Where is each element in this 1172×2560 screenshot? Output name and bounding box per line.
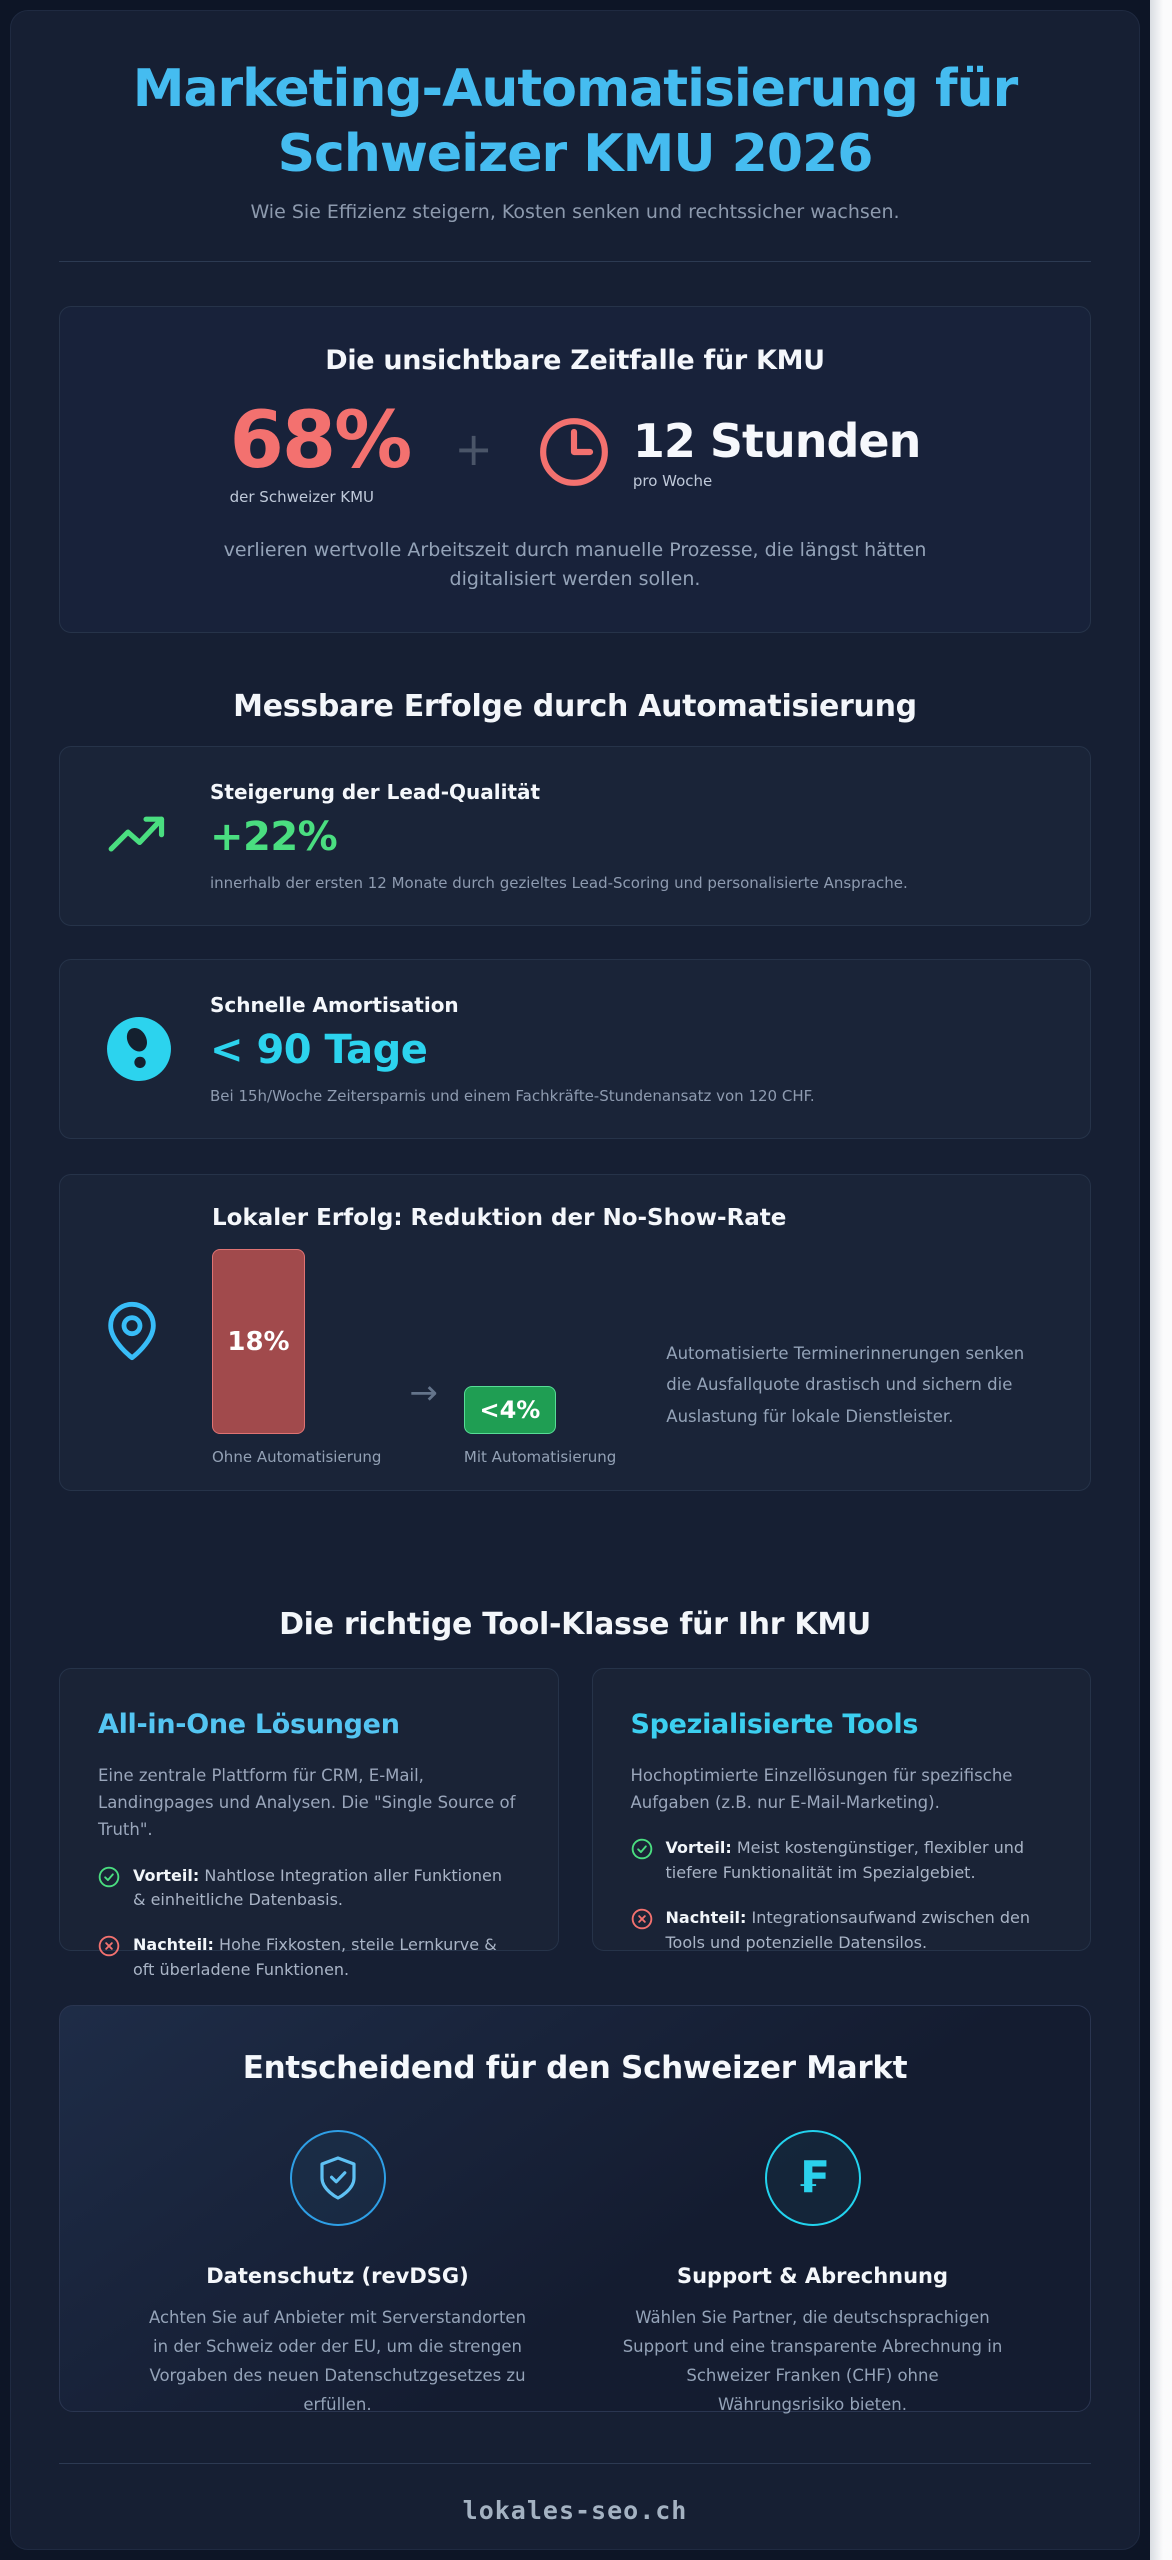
lead-quality-card: Steigerung der Lead-Qualität +22% innerh… (59, 746, 1091, 926)
check-circle-icon (631, 1838, 653, 1886)
timetrap-body: verlieren wertvolle Arbeitszeit durch ma… (223, 539, 927, 591)
specialized-con: Nachteil: Integrationsaufwand zwischen d… (631, 1906, 1053, 1956)
privacy-title: Datenschutz (revDSG) (206, 2264, 469, 2288)
trending-up-icon (100, 805, 210, 867)
noshow-card: Lokaler Erfolg: Reduktion der No-Show-Ra… (59, 1174, 1091, 1491)
lead-quality-title: Steigerung der Lead-Qualität (210, 780, 541, 804)
map-pin-icon (96, 1205, 212, 1456)
bar-before: 18% (212, 1249, 305, 1434)
specialized-con-label: Nachteil: (665, 1908, 747, 1928)
specialized-pro: Vorteil: Meist kostengünstiger, flexible… (631, 1836, 1053, 1886)
footer-brand: lokales-seo.ch (462, 2496, 688, 2525)
x-circle-icon (98, 1935, 120, 1983)
x-circle-icon (631, 1908, 653, 1956)
lead-quality-desc: innerhalb der ersten 12 Monate durch gez… (210, 874, 908, 892)
support-title: Support & Abrechnung (676, 2264, 949, 2288)
amortisation-title: Schnelle Amortisation (210, 993, 459, 1017)
allinone-card: All-in-One Lösungen Eine zentrale Plattf… (59, 1668, 559, 1979)
allinone-desc: Eine zentrale Plattform für CRM, E-Mail,… (98, 1766, 516, 1840)
plus-sign: + (454, 422, 493, 476)
tools-row: All-in-One Lösungen Eine zentrale Plattf… (59, 1668, 1091, 1979)
stat-hours: 12 Stunden pro Woche (537, 415, 921, 493)
bar-after: <4% (463, 1386, 556, 1434)
bar-after-label: Mit Automatisierung (463, 1448, 617, 1466)
bar-before-group: 18% Ohne Automatisierung (212, 1249, 381, 1466)
page-title-line1: Marketing-Automatisierung für (132, 59, 1019, 119)
check-circle-icon (98, 1866, 120, 1914)
specialized-desc: Hochoptimierte Einzellösungen für spezif… (630, 1766, 1013, 1813)
results-heading: Messbare Erfolge durch Automatisierung (233, 689, 917, 724)
stat-hours-value: 12 Stunden (632, 414, 922, 468)
swiss-columns: Datenschutz (revDSG) Achten Sie auf Anbi… (100, 2130, 1050, 2420)
support-column: ₣ Support & Abrechnung Wählen Sie Partne… (575, 2130, 1050, 2420)
page-title: Marketing-Automatisierung für Schweizer … (59, 57, 1091, 187)
scrollbar-track[interactable] (1150, 0, 1172, 2560)
specialized-pro-label: Vorteil: (665, 1838, 732, 1858)
allinone-pro-text: Nahtlose Integration aller Funktionen & … (133, 1865, 503, 1910)
privacy-desc: Achten Sie auf Anbieter mit Serverstando… (148, 2308, 527, 2414)
shield-check-icon (289, 2130, 386, 2226)
specialized-con-text: Integrationsaufwand zwischen den Tools u… (665, 1908, 1031, 1952)
franc-icon: ₣ (764, 2130, 861, 2226)
noshow-chart: 18% Ohne Automatisierung → <4% Mit Autom… (212, 1249, 1054, 1466)
swiss-market-card: Entscheidend für den Schweizer Markt Dat… (59, 2005, 1091, 2414)
stat-hours-label: pro Woche (632, 472, 713, 490)
footer-divider (59, 2463, 1091, 2464)
coin-icon (100, 1016, 210, 1082)
timetrap-card: Die unsichtbare Zeitfalle für KMU 68% de… (59, 306, 1091, 633)
privacy-column: Datenschutz (revDSG) Achten Sie auf Anbi… (100, 2130, 575, 2420)
bar-before-label: Ohne Automatisierung (212, 1448, 382, 1466)
noshow-title: Lokaler Erfolg: Reduktion der No-Show-Ra… (212, 1205, 787, 1231)
support-desc: Wählen Sie Partner, die deutschsprachige… (622, 2308, 1003, 2414)
specialized-title: Spezialisierte Tools (630, 1709, 919, 1740)
allinone-con: Nachteil: Hohe Fixkosten, steile Lernkur… (98, 1933, 520, 1983)
stat-percentage-label: der Schweizer KMU (229, 488, 375, 506)
bar-before-value: 18% (227, 1326, 290, 1357)
allinone-con-label: Nachteil: (133, 1935, 214, 1955)
franc-glyph: ₣ (797, 2152, 828, 2203)
bar-after-group: <4% Mit Automatisierung (463, 1386, 617, 1466)
infographic-container: Marketing-Automatisierung für Schweizer … (10, 10, 1140, 2550)
specialized-pro-text: Meist kostengünstiger, flexibler und tie… (665, 1838, 1025, 1883)
page-subtitle: Wie Sie Effizienz steigern, Kosten senke… (250, 201, 900, 223)
clock-icon (537, 415, 611, 493)
stat-percentage: 68% der Schweizer KMU (229, 396, 413, 506)
tools-heading: Die richtige Tool-Klasse für Ihr KMU (279, 1607, 871, 1642)
amortisation-value: < 90 Tage (210, 1027, 428, 1073)
bar-after-value: <4% (479, 1396, 541, 1424)
swiss-heading: Entscheidend für den Schweizer Markt (242, 2050, 908, 2086)
allinone-pro: Vorteil: Nahtlose Integration aller Funk… (98, 1864, 520, 1914)
allinone-con-text: Hohe Fixkosten, steile Lernkurve & oft ü… (133, 1935, 497, 1980)
header-divider (59, 261, 1091, 262)
page-title-line2: Schweizer KMU 2026 (277, 124, 874, 184)
amortisation-desc: Bei 15h/Woche Zeitersparnis und einem Fa… (210, 1087, 815, 1105)
stat-percentage-value: 68% (229, 396, 413, 486)
allinone-title: All-in-One Lösungen (98, 1709, 400, 1740)
amortisation-card: Schnelle Amortisation < 90 Tage Bei 15h/… (59, 959, 1091, 1139)
timetrap-heading: Die unsichtbare Zeitfalle für KMU (325, 345, 825, 376)
specialized-card: Spezialisierte Tools Hochoptimierte Einz… (591, 1668, 1091, 1952)
allinone-pro-label: Vorteil: (133, 1865, 200, 1885)
lead-quality-value: +22% (210, 814, 338, 860)
timetrap-stats-row: 68% der Schweizer KMU + 12 Stunden pro W… (100, 402, 1050, 506)
noshow-desc: Automatisierte Terminerinnerungen senken… (666, 1343, 1025, 1426)
arrow-right-icon: → (409, 1373, 438, 1413)
